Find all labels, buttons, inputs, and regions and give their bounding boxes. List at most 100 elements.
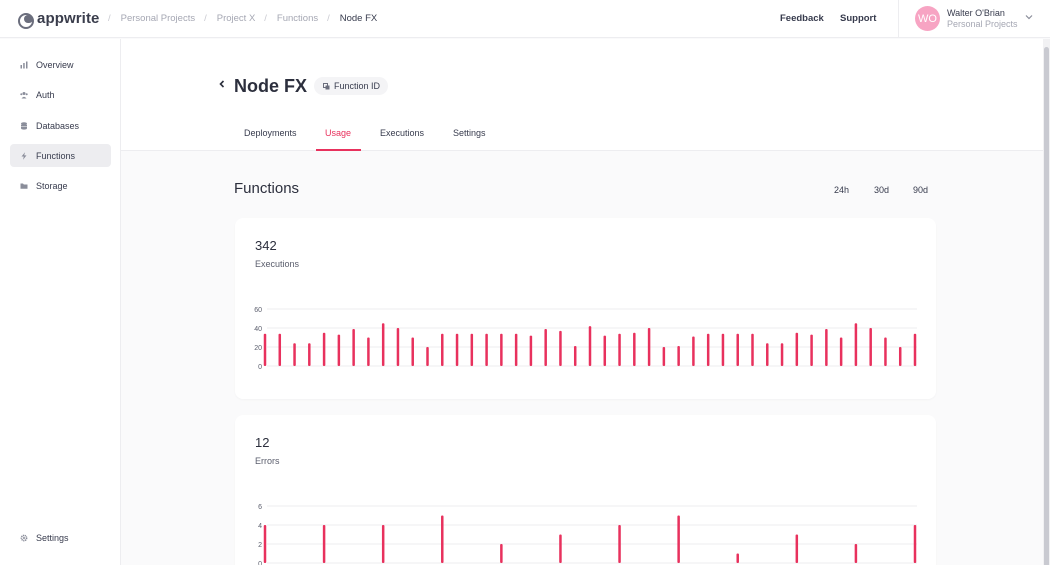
sidebar-item-overview[interactable]: Overview xyxy=(10,53,111,76)
sidebar-item-auth[interactable]: Auth xyxy=(10,83,111,106)
chart-bar[interactable] xyxy=(825,328,828,366)
chart-bar[interactable] xyxy=(322,332,326,366)
chart-bar[interactable] xyxy=(706,333,710,366)
scrollbar-thumb[interactable] xyxy=(1044,47,1049,565)
chart-bar[interactable] xyxy=(308,343,311,366)
users-icon xyxy=(20,91,28,98)
breadcrumb-project-x[interactable]: Project X xyxy=(216,13,256,24)
chart-bar[interactable] xyxy=(677,515,680,564)
chart-bar[interactable] xyxy=(322,525,326,563)
chart-bar[interactable] xyxy=(692,336,695,366)
chart-bar[interactable] xyxy=(411,337,414,367)
chart-bar[interactable] xyxy=(869,328,872,366)
chart-bar[interactable] xyxy=(884,337,887,367)
y-tick-label: 0 xyxy=(258,364,262,371)
chart-bar[interactable] xyxy=(766,343,769,366)
chevron-left-icon[interactable] xyxy=(217,79,227,89)
chart-bar[interactable] xyxy=(677,346,680,366)
tab-executions[interactable]: Executions xyxy=(380,128,425,138)
sidebar-item-settings[interactable]: Settings xyxy=(10,526,111,549)
y-tick-label: 4 xyxy=(258,523,262,530)
chart-bar[interactable] xyxy=(839,337,843,367)
chart-bar[interactable] xyxy=(662,347,666,366)
y-tick-label: 60 xyxy=(254,307,262,314)
chart-bar[interactable] xyxy=(559,330,562,366)
chart-bar[interactable] xyxy=(352,328,355,366)
chart-bar[interactable] xyxy=(795,534,799,564)
sidebar-item-storage[interactable]: Storage xyxy=(10,174,111,197)
chart-bar[interactable] xyxy=(293,343,296,366)
chart-bar[interactable] xyxy=(898,347,902,366)
chart-bar[interactable] xyxy=(913,525,917,563)
breadcrumb-separator: / xyxy=(264,13,267,24)
database-icon xyxy=(21,121,27,130)
brand-name: appwrite xyxy=(37,10,100,27)
chart-bar[interactable] xyxy=(396,328,400,366)
function-id-chip[interactable]: Function ID xyxy=(314,77,389,95)
chart-bar[interactable] xyxy=(470,333,474,366)
sidebar-item-functions[interactable]: Functions xyxy=(10,144,111,167)
scrollbar[interactable] xyxy=(1043,39,1050,565)
chart-bar[interactable] xyxy=(736,333,739,366)
chart-bar[interactable] xyxy=(500,333,503,366)
chart-bar[interactable] xyxy=(795,332,799,366)
chart-bar[interactable] xyxy=(263,333,267,366)
chart-bar[interactable] xyxy=(854,544,858,563)
breadcrumb-personal-projects[interactable]: Personal Projects xyxy=(120,13,196,24)
breadcrumb: / Personal Projects / Project X / Functi… xyxy=(108,13,386,24)
sidebar-item-label: Functions xyxy=(36,150,76,161)
chart-bar[interactable] xyxy=(485,333,488,366)
y-tick-label: 20 xyxy=(254,345,262,352)
chart-bar[interactable] xyxy=(367,337,370,367)
chart-bar[interactable] xyxy=(559,534,562,564)
chart-bar[interactable] xyxy=(514,333,518,366)
range-24h-button[interactable]: 24h xyxy=(834,185,850,195)
chart-bar[interactable] xyxy=(618,333,621,366)
chart-bar[interactable] xyxy=(913,333,917,366)
chart-bar[interactable] xyxy=(810,334,813,366)
lightning-icon xyxy=(21,151,27,160)
chart-bar[interactable] xyxy=(588,326,592,366)
chart-bar[interactable] xyxy=(736,553,739,564)
chart-bar[interactable] xyxy=(603,335,607,366)
chart-bar[interactable] xyxy=(263,525,267,563)
sidebar-item-databases[interactable]: Databases xyxy=(10,114,111,137)
chart-bar[interactable] xyxy=(618,525,621,563)
chart-bar[interactable] xyxy=(529,335,533,366)
tab-usage[interactable]: Usage xyxy=(325,128,352,138)
breadcrumb-functions[interactable]: Functions xyxy=(276,13,319,24)
chart-bar[interactable] xyxy=(647,328,651,366)
user-menu[interactable]: WO Walter O'Brian Personal Projects xyxy=(898,0,1050,38)
tab-deployments[interactable]: Deployments xyxy=(244,128,297,138)
executions-label: Executions xyxy=(255,259,300,269)
errors-chart: 0 2 4 6 xyxy=(258,504,917,565)
chart-bar[interactable] xyxy=(381,323,385,366)
chart-bar[interactable] xyxy=(633,332,636,366)
executions-chart: 0 20 40 60 xyxy=(254,307,917,371)
function-id-label: Function ID xyxy=(334,81,381,91)
range-30d-button[interactable]: 30d xyxy=(874,185,890,195)
chart-bar[interactable] xyxy=(455,333,459,366)
support-link[interactable]: Support xyxy=(840,13,877,24)
chart-bar[interactable] xyxy=(441,515,444,564)
feedback-link[interactable]: Feedback xyxy=(780,13,824,24)
range-90d-button[interactable]: 90d xyxy=(913,185,929,195)
chart-bar[interactable] xyxy=(544,328,547,366)
chevron-down-icon xyxy=(1025,15,1033,20)
breadcrumb-node-fx: Node FX xyxy=(339,13,378,24)
chart-bar[interactable] xyxy=(500,544,503,563)
chart-bar[interactable] xyxy=(381,525,385,563)
chart-bar[interactable] xyxy=(721,333,725,366)
chart-bar[interactable] xyxy=(573,346,577,366)
chart-bar[interactable] xyxy=(854,323,858,366)
errors-card: 12 Errors 0 2 4 6 xyxy=(235,415,936,565)
chart-bar[interactable] xyxy=(780,343,784,366)
chart-bar[interactable] xyxy=(751,333,754,366)
breadcrumb-separator: / xyxy=(108,13,111,24)
chart-bar[interactable] xyxy=(278,333,282,366)
tab-settings[interactable]: Settings xyxy=(453,128,486,138)
appwrite-logo[interactable]: appwrite xyxy=(18,10,100,29)
chart-bar[interactable] xyxy=(426,347,429,366)
chart-bar[interactable] xyxy=(441,333,444,366)
chart-bar[interactable] xyxy=(337,334,341,366)
